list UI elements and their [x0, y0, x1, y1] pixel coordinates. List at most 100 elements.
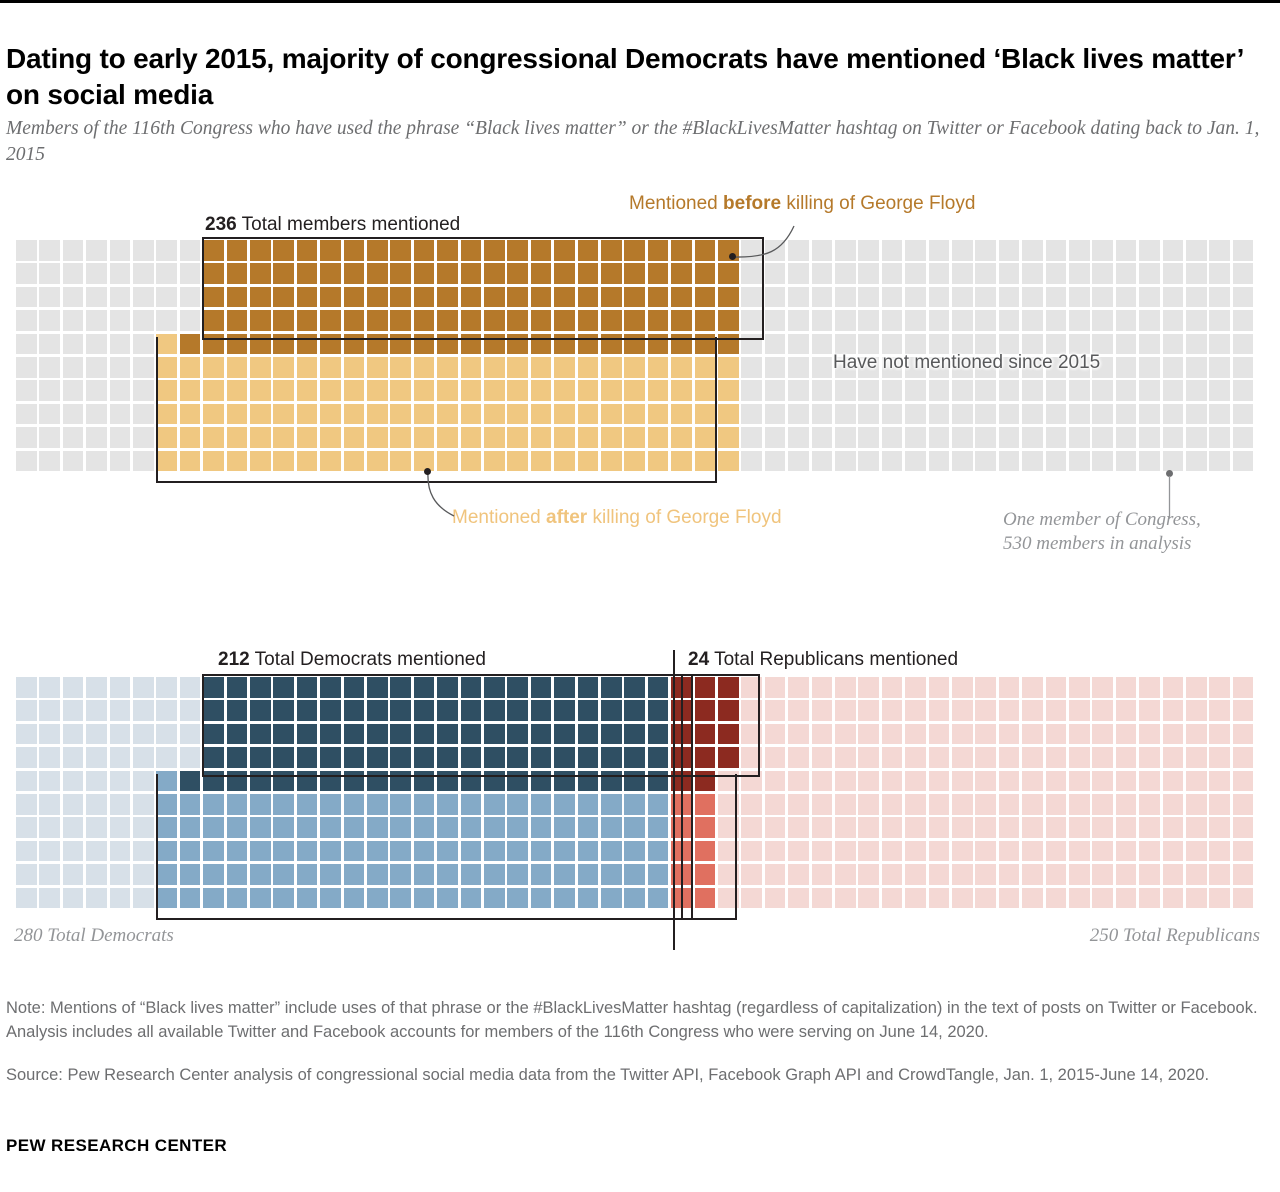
cell-mentioned-after	[460, 450, 482, 472]
cell-democrat-before	[250, 700, 271, 721]
cell-mentioned-after	[343, 450, 365, 472]
cell-mentioned-after	[226, 450, 248, 472]
cell-mentioned-after	[624, 380, 645, 401]
cell-republican-empty	[1115, 887, 1137, 909]
cell-democrat-after	[343, 817, 365, 838]
cell-republican-empty	[1115, 770, 1137, 792]
cell-mentioned-before	[226, 333, 248, 355]
cell-mentioned-before	[413, 333, 435, 355]
cell-mentioned-after	[554, 403, 575, 425]
cell-republican-empty	[1022, 794, 1043, 815]
cell-republican-empty	[811, 864, 833, 885]
cell-mentioned-after	[367, 403, 388, 425]
cell-mentioned-before	[273, 333, 294, 355]
one-member-dot	[1166, 470, 1173, 477]
cell-mentioned-after	[601, 450, 622, 472]
cell-mentioned-after	[507, 450, 528, 472]
cell-republican-after	[694, 794, 716, 815]
cell-not-mentioned	[998, 380, 1020, 401]
cell-not-mentioned	[881, 263, 903, 284]
cell-democrat-before	[320, 700, 341, 721]
page-title: Dating to early 2015, majority of congre…	[6, 42, 1243, 110]
cell-democrat-before	[226, 747, 248, 768]
republicans-total-label: 24 Total Republicans mentioned	[688, 649, 958, 671]
cell-not-mentioned	[133, 286, 154, 308]
cell-democrat-empty	[86, 700, 107, 721]
cell-mentioned-after	[250, 403, 271, 425]
cell-democrat-after	[460, 794, 482, 815]
cell-mentioned-before	[554, 333, 575, 355]
cell-republican-empty	[1232, 747, 1254, 768]
cell-republican-empty	[1115, 747, 1137, 768]
cell-democrat-before	[413, 723, 435, 745]
cell-democrat-after	[624, 817, 645, 838]
cell-democrat-before	[273, 770, 294, 792]
cell-democrat-after	[460, 887, 482, 909]
cell-mentioned-after	[367, 357, 388, 378]
cell-mentioned-before	[507, 286, 528, 308]
callout-before-bold: before	[723, 193, 782, 214]
cell-republican-empty	[811, 794, 833, 815]
cell-democrat-before	[296, 723, 318, 745]
cell-democrat-before	[250, 770, 271, 792]
cell-democrat-empty	[16, 817, 37, 838]
cell-republican-empty	[788, 677, 809, 698]
waffle-chart-all-members	[16, 237, 1256, 483]
cell-not-mentioned	[109, 380, 131, 401]
cell-democrat-after	[577, 817, 599, 838]
cell-not-mentioned	[1045, 357, 1067, 378]
cell-not-mentioned	[16, 263, 37, 284]
cell-democrat-empty	[62, 817, 84, 838]
cell-democrat-after	[179, 840, 201, 862]
cell-democrat-before	[460, 770, 482, 792]
cell-democrat-before	[343, 747, 365, 768]
cell-not-mentioned	[1045, 286, 1067, 308]
cell-republican-empty	[975, 723, 996, 745]
cell-democrat-before	[507, 677, 528, 698]
cell-not-mentioned	[1069, 450, 1090, 472]
cell-not-mentioned	[1045, 310, 1067, 331]
cell-democrat-before	[367, 747, 388, 768]
cell-not-mentioned	[998, 263, 1020, 284]
cell-democrat-before	[601, 723, 622, 745]
cell-mentioned-after	[530, 427, 552, 448]
cell-not-mentioned	[881, 240, 903, 261]
cell-republican-empty	[998, 864, 1020, 885]
cell-mentioned-after	[671, 357, 692, 378]
cell-not-mentioned	[1069, 333, 1090, 355]
cell-not-mentioned	[1022, 286, 1043, 308]
cell-republican-empty	[741, 887, 762, 909]
cell-democrat-before	[413, 700, 435, 721]
cell-not-mentioned	[788, 403, 809, 425]
cell-not-mentioned	[975, 286, 996, 308]
cell-democrat-after	[203, 887, 224, 909]
cell-democrat-empty	[86, 840, 107, 862]
cell-mentioned-after	[507, 427, 528, 448]
cell-mentioned-after	[718, 357, 739, 378]
cell-democrat-before	[179, 770, 201, 792]
cell-republican-empty	[975, 817, 996, 838]
cell-republican-empty	[1186, 794, 1207, 815]
cell-mentioned-before	[624, 310, 645, 331]
cell-democrat-before	[203, 770, 224, 792]
cell-democrat-after	[343, 887, 365, 909]
cell-republican-empty	[835, 770, 856, 792]
cell-mentioned-before	[437, 333, 458, 355]
cell-not-mentioned	[86, 333, 107, 355]
cell-republican-empty	[928, 747, 950, 768]
cell-mentioned-after	[273, 403, 294, 425]
cell-democrat-after	[343, 840, 365, 862]
cell-mentioned-before	[460, 286, 482, 308]
cell-not-mentioned	[1115, 333, 1137, 355]
cell-not-mentioned	[788, 357, 809, 378]
cell-mentioned-after	[577, 357, 599, 378]
cell-republican-empty	[835, 864, 856, 885]
cell-democrat-before	[390, 700, 411, 721]
cell-not-mentioned	[86, 357, 107, 378]
cell-not-mentioned	[39, 286, 60, 308]
cell-democrat-before	[367, 770, 388, 792]
cell-mentioned-before	[460, 240, 482, 261]
cell-not-mentioned	[16, 450, 37, 472]
cell-republican-empty	[975, 747, 996, 768]
cell-democrat-before	[296, 677, 318, 698]
